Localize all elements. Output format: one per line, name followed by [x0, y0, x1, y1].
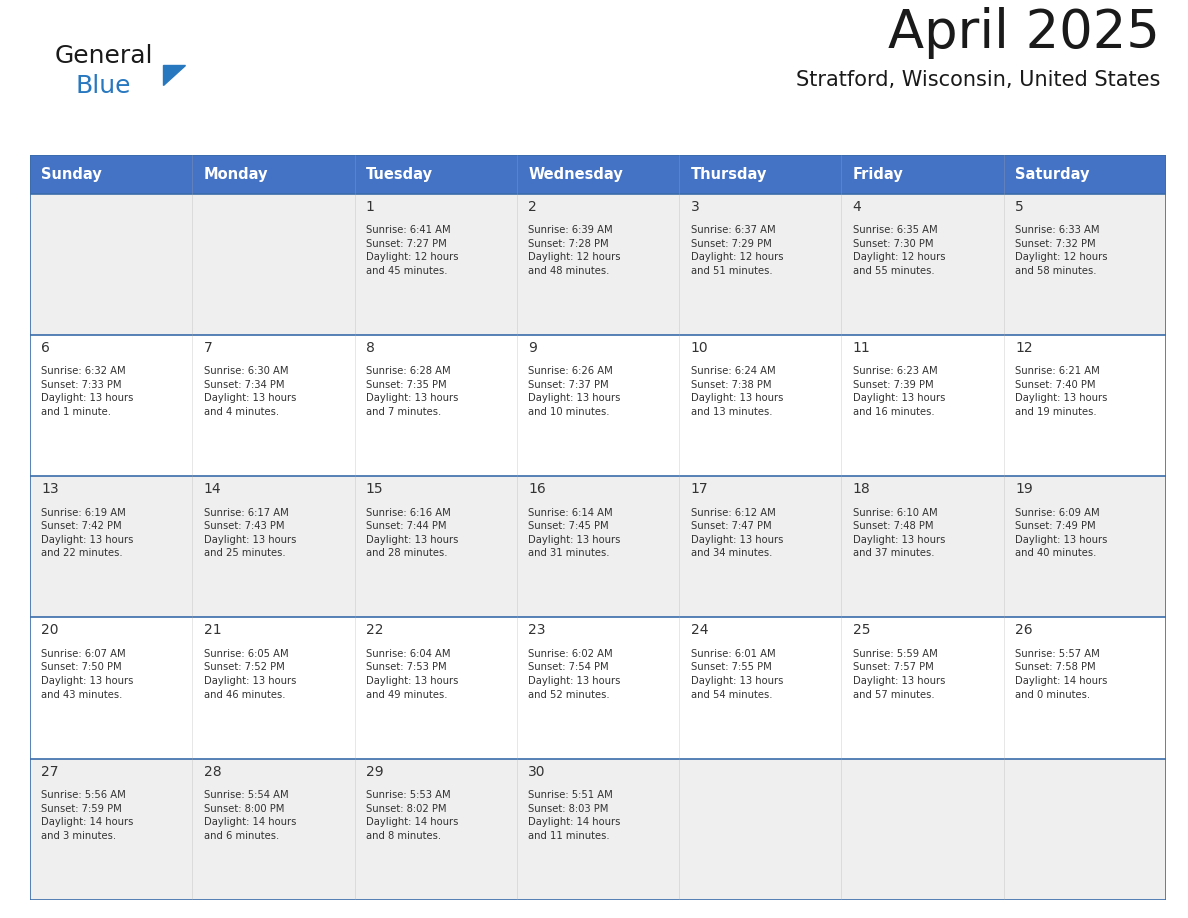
- Text: General: General: [55, 44, 153, 68]
- Text: Sunrise: 6:04 AM
Sunset: 7:53 PM
Daylight: 13 hours
and 49 minutes.: Sunrise: 6:04 AM Sunset: 7:53 PM Dayligh…: [366, 649, 459, 700]
- Text: Sunrise: 6:26 AM
Sunset: 7:37 PM
Daylight: 13 hours
and 10 minutes.: Sunrise: 6:26 AM Sunset: 7:37 PM Dayligh…: [529, 366, 620, 417]
- Text: Sunrise: 6:33 AM
Sunset: 7:32 PM
Daylight: 12 hours
and 58 minutes.: Sunrise: 6:33 AM Sunset: 7:32 PM Dayligh…: [1015, 225, 1107, 275]
- Text: 20: 20: [42, 623, 59, 637]
- Text: Sunrise: 6:21 AM
Sunset: 7:40 PM
Daylight: 13 hours
and 19 minutes.: Sunrise: 6:21 AM Sunset: 7:40 PM Dayligh…: [1015, 366, 1107, 417]
- Bar: [680, 155, 841, 194]
- Text: 14: 14: [203, 482, 221, 497]
- Bar: [30, 476, 1165, 618]
- Text: 1: 1: [366, 200, 374, 214]
- Text: 19: 19: [1015, 482, 1032, 497]
- Text: Sunrise: 5:53 AM
Sunset: 8:02 PM
Daylight: 14 hours
and 8 minutes.: Sunrise: 5:53 AM Sunset: 8:02 PM Dayligh…: [366, 790, 459, 841]
- Text: Sunrise: 6:10 AM
Sunset: 7:48 PM
Daylight: 13 hours
and 37 minutes.: Sunrise: 6:10 AM Sunset: 7:48 PM Dayligh…: [853, 508, 946, 558]
- Text: 3: 3: [690, 200, 700, 214]
- Text: 22: 22: [366, 623, 384, 637]
- Text: Sunday: Sunday: [42, 167, 102, 182]
- Text: 2: 2: [529, 200, 537, 214]
- Text: Sunrise: 6:35 AM
Sunset: 7:30 PM
Daylight: 12 hours
and 55 minutes.: Sunrise: 6:35 AM Sunset: 7:30 PM Dayligh…: [853, 225, 946, 275]
- Text: 23: 23: [529, 623, 545, 637]
- Bar: [30, 155, 192, 194]
- Text: Sunrise: 6:16 AM
Sunset: 7:44 PM
Daylight: 13 hours
and 28 minutes.: Sunrise: 6:16 AM Sunset: 7:44 PM Dayligh…: [366, 508, 459, 558]
- Text: Sunrise: 6:05 AM
Sunset: 7:52 PM
Daylight: 13 hours
and 46 minutes.: Sunrise: 6:05 AM Sunset: 7:52 PM Dayligh…: [203, 649, 296, 700]
- Text: Sunrise: 6:14 AM
Sunset: 7:45 PM
Daylight: 13 hours
and 31 minutes.: Sunrise: 6:14 AM Sunset: 7:45 PM Dayligh…: [529, 508, 620, 558]
- Text: 8: 8: [366, 341, 374, 355]
- Bar: [841, 155, 1004, 194]
- Text: Tuesday: Tuesday: [366, 167, 432, 182]
- Text: Sunrise: 6:28 AM
Sunset: 7:35 PM
Daylight: 13 hours
and 7 minutes.: Sunrise: 6:28 AM Sunset: 7:35 PM Dayligh…: [366, 366, 459, 417]
- Text: Friday: Friday: [853, 167, 904, 182]
- Bar: [30, 335, 1165, 476]
- Polygon shape: [163, 65, 185, 85]
- Text: Sunrise: 6:39 AM
Sunset: 7:28 PM
Daylight: 12 hours
and 48 minutes.: Sunrise: 6:39 AM Sunset: 7:28 PM Dayligh…: [529, 225, 620, 275]
- Text: 5: 5: [1015, 200, 1024, 214]
- Text: April 2025: April 2025: [889, 7, 1159, 59]
- Text: 13: 13: [42, 482, 59, 497]
- Text: 26: 26: [1015, 623, 1032, 637]
- Text: Sunrise: 6:09 AM
Sunset: 7:49 PM
Daylight: 13 hours
and 40 minutes.: Sunrise: 6:09 AM Sunset: 7:49 PM Dayligh…: [1015, 508, 1107, 558]
- Text: Sunrise: 6:19 AM
Sunset: 7:42 PM
Daylight: 13 hours
and 22 minutes.: Sunrise: 6:19 AM Sunset: 7:42 PM Dayligh…: [42, 508, 134, 558]
- Text: Sunrise: 5:51 AM
Sunset: 8:03 PM
Daylight: 14 hours
and 11 minutes.: Sunrise: 5:51 AM Sunset: 8:03 PM Dayligh…: [529, 790, 620, 841]
- Text: 29: 29: [366, 765, 384, 778]
- Text: Sunrise: 5:57 AM
Sunset: 7:58 PM
Daylight: 14 hours
and 0 minutes.: Sunrise: 5:57 AM Sunset: 7:58 PM Dayligh…: [1015, 649, 1107, 700]
- Text: 17: 17: [690, 482, 708, 497]
- Text: 15: 15: [366, 482, 384, 497]
- Text: Stratford, Wisconsin, United States: Stratford, Wisconsin, United States: [796, 70, 1159, 90]
- Text: Sunrise: 6:07 AM
Sunset: 7:50 PM
Daylight: 13 hours
and 43 minutes.: Sunrise: 6:07 AM Sunset: 7:50 PM Dayligh…: [42, 649, 134, 700]
- Text: 11: 11: [853, 341, 871, 355]
- Text: 10: 10: [690, 341, 708, 355]
- Text: Thursday: Thursday: [690, 167, 767, 182]
- Text: 21: 21: [203, 623, 221, 637]
- Text: Sunrise: 6:02 AM
Sunset: 7:54 PM
Daylight: 13 hours
and 52 minutes.: Sunrise: 6:02 AM Sunset: 7:54 PM Dayligh…: [529, 649, 620, 700]
- Bar: [517, 155, 680, 194]
- Text: Blue: Blue: [75, 74, 131, 98]
- Bar: [1004, 155, 1165, 194]
- Text: Sunrise: 5:59 AM
Sunset: 7:57 PM
Daylight: 13 hours
and 57 minutes.: Sunrise: 5:59 AM Sunset: 7:57 PM Dayligh…: [853, 649, 946, 700]
- Text: 27: 27: [42, 765, 59, 778]
- Text: Sunrise: 6:17 AM
Sunset: 7:43 PM
Daylight: 13 hours
and 25 minutes.: Sunrise: 6:17 AM Sunset: 7:43 PM Dayligh…: [203, 508, 296, 558]
- Text: 9: 9: [529, 341, 537, 355]
- Text: 28: 28: [203, 765, 221, 778]
- Text: 16: 16: [529, 482, 546, 497]
- Bar: [30, 194, 1165, 335]
- Text: Sunrise: 6:41 AM
Sunset: 7:27 PM
Daylight: 12 hours
and 45 minutes.: Sunrise: 6:41 AM Sunset: 7:27 PM Dayligh…: [366, 225, 459, 275]
- Text: Sunrise: 6:30 AM
Sunset: 7:34 PM
Daylight: 13 hours
and 4 minutes.: Sunrise: 6:30 AM Sunset: 7:34 PM Dayligh…: [203, 366, 296, 417]
- Text: Sunrise: 5:56 AM
Sunset: 7:59 PM
Daylight: 14 hours
and 3 minutes.: Sunrise: 5:56 AM Sunset: 7:59 PM Dayligh…: [42, 790, 134, 841]
- Text: Monday: Monday: [203, 167, 268, 182]
- Text: Sunrise: 6:24 AM
Sunset: 7:38 PM
Daylight: 13 hours
and 13 minutes.: Sunrise: 6:24 AM Sunset: 7:38 PM Dayligh…: [690, 366, 783, 417]
- Bar: [30, 759, 1165, 900]
- Bar: [192, 155, 354, 194]
- Text: Saturday: Saturday: [1015, 167, 1089, 182]
- Text: 18: 18: [853, 482, 871, 497]
- Text: 7: 7: [203, 341, 213, 355]
- Text: Sunrise: 6:23 AM
Sunset: 7:39 PM
Daylight: 13 hours
and 16 minutes.: Sunrise: 6:23 AM Sunset: 7:39 PM Dayligh…: [853, 366, 946, 417]
- Text: Sunrise: 5:54 AM
Sunset: 8:00 PM
Daylight: 14 hours
and 6 minutes.: Sunrise: 5:54 AM Sunset: 8:00 PM Dayligh…: [203, 790, 296, 841]
- Text: Wednesday: Wednesday: [529, 167, 623, 182]
- Text: Sunrise: 6:12 AM
Sunset: 7:47 PM
Daylight: 13 hours
and 34 minutes.: Sunrise: 6:12 AM Sunset: 7:47 PM Dayligh…: [690, 508, 783, 558]
- Text: 12: 12: [1015, 341, 1032, 355]
- Text: 6: 6: [42, 341, 50, 355]
- Text: Sunrise: 6:32 AM
Sunset: 7:33 PM
Daylight: 13 hours
and 1 minute.: Sunrise: 6:32 AM Sunset: 7:33 PM Dayligh…: [42, 366, 134, 417]
- Text: Sunrise: 6:37 AM
Sunset: 7:29 PM
Daylight: 12 hours
and 51 minutes.: Sunrise: 6:37 AM Sunset: 7:29 PM Dayligh…: [690, 225, 783, 275]
- Text: 4: 4: [853, 200, 861, 214]
- Bar: [354, 155, 517, 194]
- Text: 25: 25: [853, 623, 871, 637]
- Text: 24: 24: [690, 623, 708, 637]
- Bar: [30, 618, 1165, 759]
- Text: 30: 30: [529, 765, 545, 778]
- Text: Sunrise: 6:01 AM
Sunset: 7:55 PM
Daylight: 13 hours
and 54 minutes.: Sunrise: 6:01 AM Sunset: 7:55 PM Dayligh…: [690, 649, 783, 700]
